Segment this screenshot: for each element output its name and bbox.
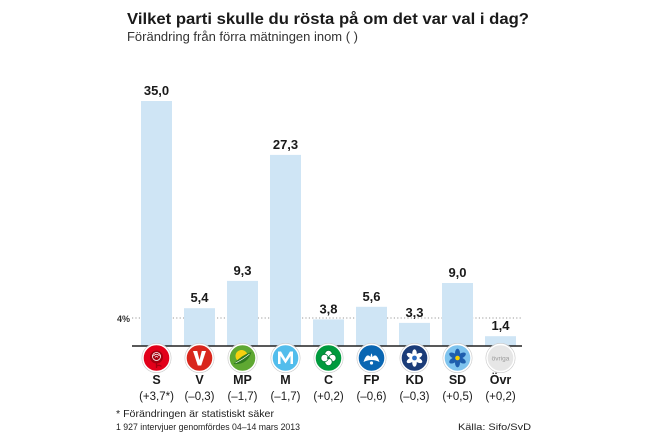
category-label-mp: MP xyxy=(233,373,252,387)
sun-leaf-icon xyxy=(227,343,258,373)
value-label-mp: 9,3 xyxy=(233,263,251,278)
value-label-c: 3,8 xyxy=(319,301,337,316)
value-label-kd: 3,3 xyxy=(405,305,423,320)
reference-line-label: 4% xyxy=(117,314,130,324)
ovriga-logo-text: övriga xyxy=(492,355,510,362)
clover-icon xyxy=(313,343,344,373)
category-label-m: M xyxy=(280,373,290,387)
value-label-v: 5,4 xyxy=(190,290,209,305)
chart-subtitle: Förändring från förra mätningen inom ( ) xyxy=(127,30,358,44)
value-label-ovr: 1,4 xyxy=(491,318,510,333)
blue-flower-icon xyxy=(442,343,473,373)
category-label-s: S xyxy=(152,373,160,387)
change-label-ovr: (+0,2) xyxy=(485,391,516,403)
change-label-m: (–1,7) xyxy=(270,391,300,403)
bar-sd xyxy=(442,283,473,346)
white-flower-icon xyxy=(399,343,430,373)
change-label-sd: (+0,5) xyxy=(442,391,473,403)
change-label-fp: (–0,6) xyxy=(356,391,386,403)
footnote: * Förändringen är statistiskt säker xyxy=(116,408,274,420)
category-label-c: C xyxy=(324,373,333,387)
category-label-sd: SD xyxy=(449,373,466,387)
m-letter-icon xyxy=(270,343,301,373)
bar-mp xyxy=(227,280,258,346)
bar-ovr xyxy=(485,336,516,346)
bar-v xyxy=(184,308,215,346)
value-label-s: 35,0 xyxy=(144,83,169,98)
party-logos-group: övriga xyxy=(141,343,516,373)
v-letter-icon xyxy=(184,343,215,373)
value-label-fp: 5,6 xyxy=(362,289,380,304)
category-label-ovr: Övr xyxy=(490,372,512,387)
bar-c xyxy=(313,319,344,346)
change-label-kd: (–0,3) xyxy=(399,391,429,403)
change-label-s: (+3,7*) xyxy=(139,391,174,403)
category-label-fp: FP xyxy=(364,373,380,387)
change-label-v: (–0,3) xyxy=(184,391,214,403)
change-label-mp: (–1,7) xyxy=(227,391,257,403)
category-label-kd: KD xyxy=(405,373,423,387)
value-label-m: 27,3 xyxy=(273,137,298,152)
bar-m xyxy=(270,154,301,346)
bar-fp xyxy=(356,306,387,346)
bar-kd xyxy=(399,322,430,346)
bars-group: 35,0 5,4 9,3 27,3 3,8 5,6 3,3 9,0 1,4 xyxy=(141,83,516,346)
chart-title: Vilket parti skulle du rösta på om det v… xyxy=(127,10,529,28)
rose-icon xyxy=(141,343,172,373)
source-note: Källa: Sifo/SvD xyxy=(458,422,531,433)
value-label-sd: 9,0 xyxy=(448,265,466,280)
bar-s xyxy=(141,101,172,346)
cornflower-icon xyxy=(356,343,387,373)
category-label-v: V xyxy=(195,373,204,387)
ovriga-icon: övriga xyxy=(485,343,516,373)
change-label-c: (+0,2) xyxy=(313,391,344,403)
method-note: 1 927 intervjuer genomfördes 04–14 mars … xyxy=(116,422,300,433)
category-labels-group: S (+3,7*) V (–0,3) MP (–1,7) M (–1,7) C (+0,2) FP (… xyxy=(139,372,516,403)
